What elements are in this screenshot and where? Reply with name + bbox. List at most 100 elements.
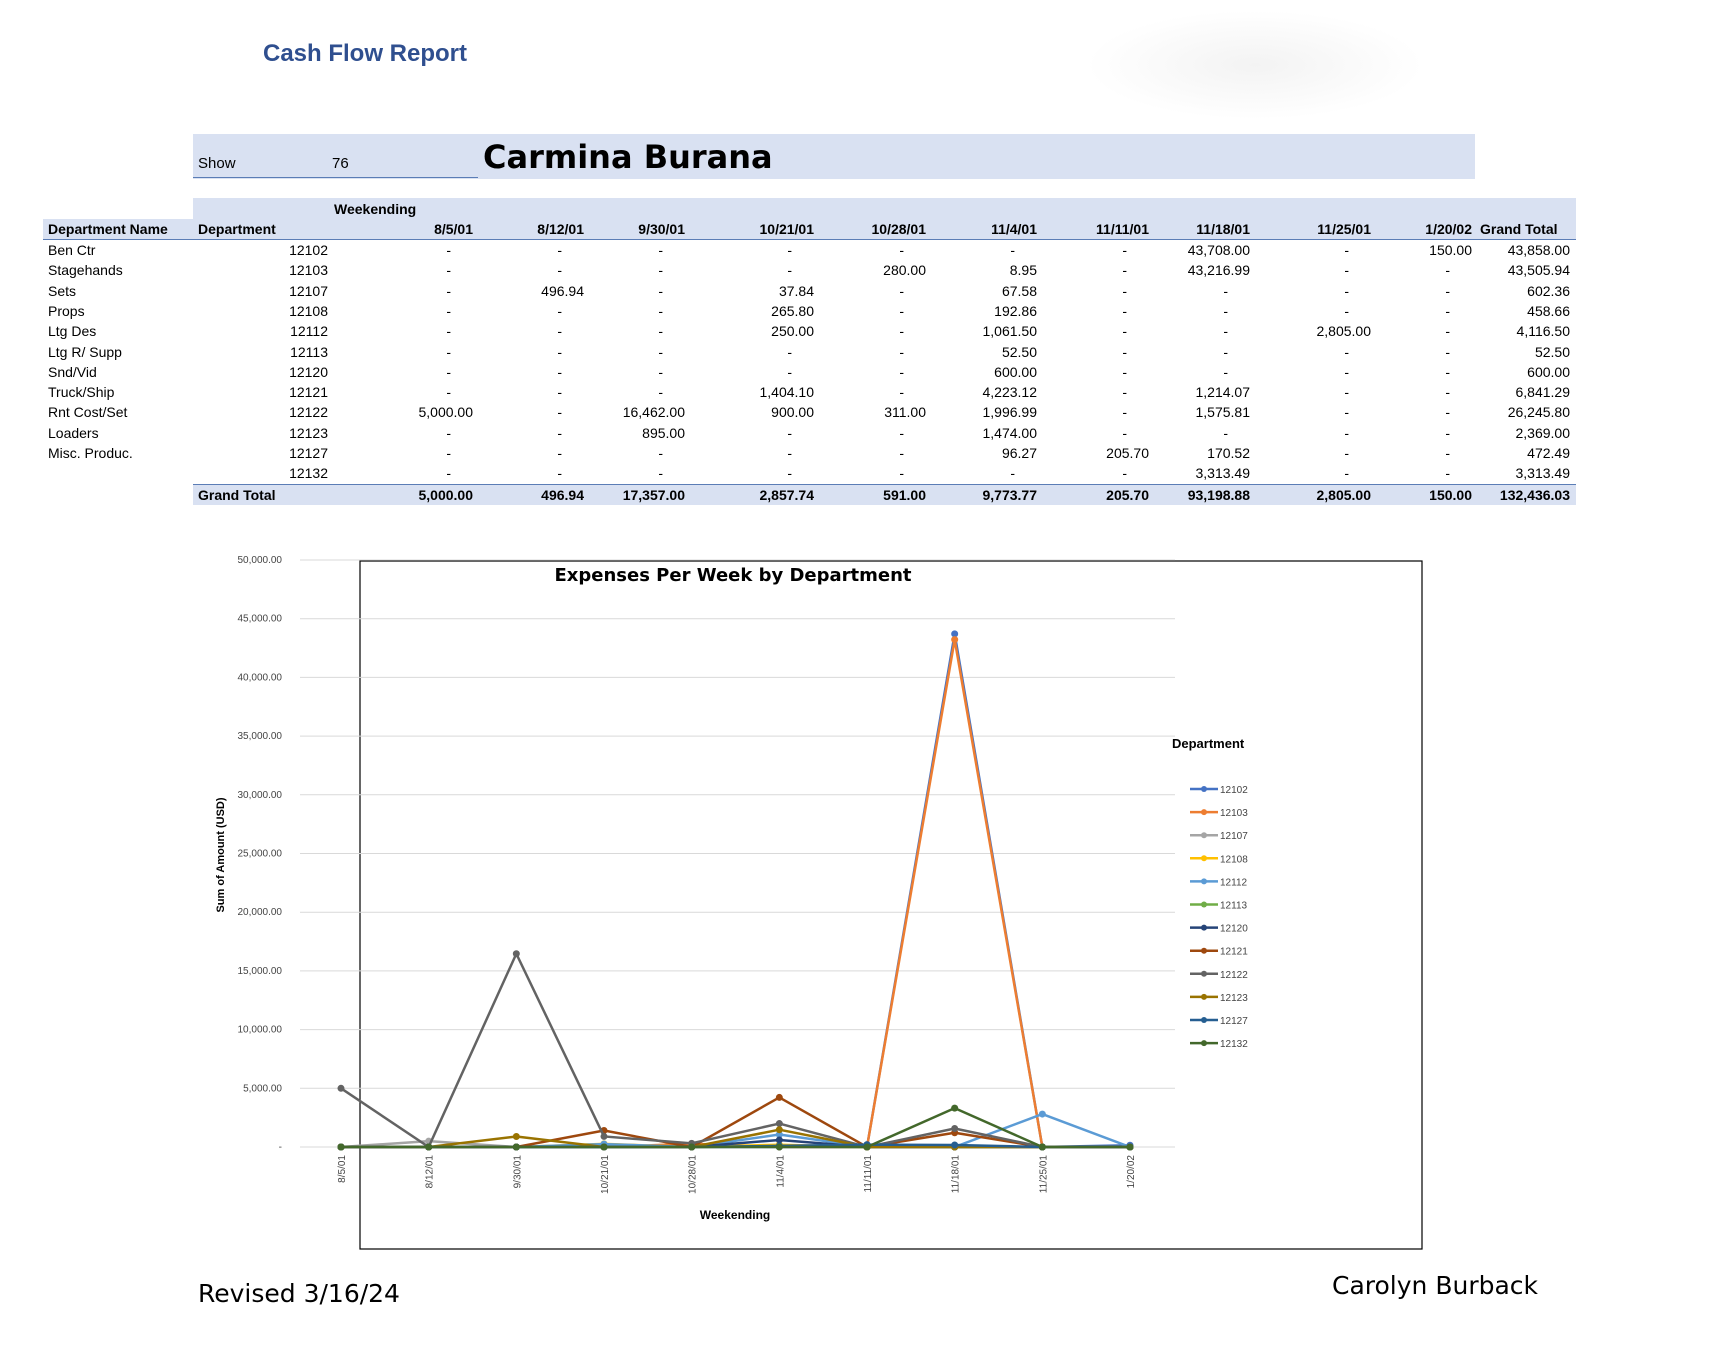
data-point-12122 xyxy=(600,1132,608,1140)
value-cell: - xyxy=(899,445,904,461)
value-cell: - xyxy=(787,465,792,482)
data-point-12132 xyxy=(951,1104,959,1112)
header-rule xyxy=(43,239,1576,240)
value-cell: - xyxy=(557,424,562,441)
legend-entry: 12123 xyxy=(1220,993,1248,1004)
grand-total-band xyxy=(193,484,1576,505)
value-cell: - xyxy=(899,323,904,340)
value-cell: - xyxy=(899,242,904,258)
value-cell: - xyxy=(1344,404,1349,421)
value-cell: - xyxy=(1122,363,1127,380)
data-point-12123 xyxy=(775,1126,783,1134)
value-cell: - xyxy=(1122,262,1127,279)
value-cell: 1,404.10 xyxy=(759,384,815,401)
value-cell: - xyxy=(658,242,663,258)
grand-total-cell: 591.00 xyxy=(883,487,926,503)
dept-name-cell: Sets xyxy=(48,282,77,299)
legend-swatch-marker xyxy=(1201,832,1207,839)
x-tick-label: 9/30/01 xyxy=(512,1155,523,1189)
data-point-12132 xyxy=(600,1143,608,1151)
value-cell: 3,313.49 xyxy=(1195,465,1251,482)
dept-code-cell: 12103 xyxy=(289,262,328,279)
value-cell: - xyxy=(1223,363,1228,380)
y-tick-label: 40,000.00 xyxy=(238,672,283,683)
value-cell: - xyxy=(1445,465,1450,482)
chart-frame xyxy=(359,560,1423,1250)
grand-total-cell: 2,857.74 xyxy=(759,487,815,503)
dept-name-cell: Ltg Des xyxy=(48,323,97,340)
value-cell: - xyxy=(1223,282,1228,299)
author-name: Carolyn Burback xyxy=(1332,1271,1539,1300)
legend-entry: 12103 xyxy=(1220,808,1248,819)
legend-title: Department xyxy=(1172,736,1245,751)
value-cell: - xyxy=(899,424,904,441)
dept-name-cell: Stagehands xyxy=(48,262,123,279)
value-cell: - xyxy=(446,302,451,319)
value-cell: - xyxy=(1122,404,1127,421)
dept-code-cell: 12132 xyxy=(289,465,328,482)
date-header: 1/20/02 xyxy=(1425,221,1472,237)
value-cell: - xyxy=(557,465,562,482)
value-cell: - xyxy=(1223,343,1228,360)
series-line-12102 xyxy=(341,632,1131,1149)
value-cell: - xyxy=(1122,323,1127,340)
value-cell: - xyxy=(1122,282,1127,299)
dept-code-cell: 12123 xyxy=(289,424,328,441)
value-cell: - xyxy=(446,363,451,380)
legend-entry: 12120 xyxy=(1220,924,1248,935)
value-cell: - xyxy=(1445,363,1450,380)
value-cell: - xyxy=(787,424,792,441)
report-title: Cash Flow Report xyxy=(263,40,468,67)
row-total-cell: 2,369.00 xyxy=(1515,424,1571,441)
row-total-cell: 4,116.50 xyxy=(1516,323,1570,340)
date-header: 11/4/01 xyxy=(991,221,1037,237)
y-tick-label: 5,000.00 xyxy=(243,1083,282,1094)
row-total-cell: 472.49 xyxy=(1527,445,1570,461)
value-cell: 43,216.99 xyxy=(1187,262,1250,279)
value-cell: - xyxy=(899,343,904,360)
data-point-12120 xyxy=(775,1136,783,1144)
value-cell: - xyxy=(1223,302,1228,319)
weekending-header: Weekending xyxy=(334,201,417,217)
grand-total-all: 132,436.03 xyxy=(1499,487,1570,503)
x-tick-label: 11/18/01 xyxy=(951,1155,962,1194)
legend-swatch-marker xyxy=(1201,786,1207,792)
row-total-cell: 458.66 xyxy=(1527,302,1570,319)
value-cell: - xyxy=(446,445,451,461)
value-cell: 600.00 xyxy=(994,363,1037,380)
legend-swatch-marker xyxy=(1201,901,1207,908)
date-header: 11/25/01 xyxy=(1317,221,1371,237)
row-total-cell: 600.00 xyxy=(1527,363,1570,380)
value-cell: - xyxy=(1445,404,1450,421)
value-cell: 43,708.00 xyxy=(1187,242,1250,258)
dept-code-cell: 12127 xyxy=(289,445,328,461)
dept-code-cell: 12102 xyxy=(289,242,328,258)
data-point-12132 xyxy=(337,1143,345,1151)
value-cell: 900.00 xyxy=(771,404,814,421)
value-cell: - xyxy=(1122,384,1127,401)
value-cell: - xyxy=(787,363,792,380)
value-cell: - xyxy=(446,384,451,401)
dept-name-cell: Truck/Ship xyxy=(48,384,115,401)
legend-swatch-marker xyxy=(1201,924,1207,931)
data-point-12122 xyxy=(512,950,520,958)
value-cell: - xyxy=(1344,282,1349,299)
value-cell: 37.84 xyxy=(778,282,814,299)
dept-code-cell: 12122 xyxy=(289,404,328,421)
value-cell: - xyxy=(658,282,663,299)
dept-code-cell: 12107 xyxy=(289,282,328,299)
y-axis-label: Sum of Amount (USD) xyxy=(215,797,227,912)
date-header: 8/5/01 xyxy=(434,221,473,237)
date-header: 11/18/01 xyxy=(1196,221,1250,237)
dept-name-cell: Misc. Produc. xyxy=(48,445,133,461)
value-cell: - xyxy=(1344,465,1349,482)
dept-header: Department xyxy=(198,221,276,237)
value-cell: - xyxy=(787,343,792,360)
value-cell: - xyxy=(446,424,451,441)
value-cell: - xyxy=(658,302,663,319)
value-cell: - xyxy=(557,262,562,279)
legend-swatch-marker xyxy=(1201,947,1207,954)
data-point-12132 xyxy=(775,1143,783,1151)
data-point-12132 xyxy=(1126,1143,1134,1151)
